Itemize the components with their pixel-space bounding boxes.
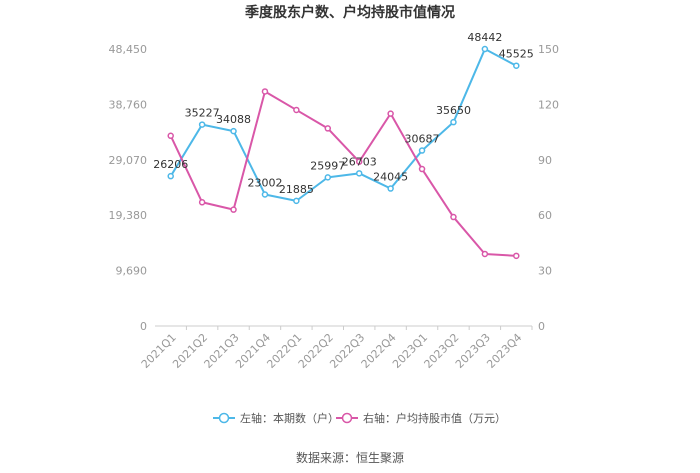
legend-item-0[interactable]: 左轴：本期数（户） [213, 411, 339, 425]
series-1-point [450, 213, 457, 221]
series-1-point [198, 199, 206, 206]
right-y-tick-label: 150 [538, 43, 559, 56]
left-y-tick-label: 0 [140, 320, 147, 333]
series-1-point [293, 106, 300, 114]
right-y-tick-label: 30 [538, 265, 552, 278]
series-line-1 [169, 90, 517, 257]
series-1-point [230, 206, 237, 213]
data-label: 25997 [310, 159, 345, 172]
data-label: 34088 [216, 113, 251, 126]
series-1-point [513, 252, 520, 260]
axes: 0 9,690 19,380 29,070 38,760 48,450 0 30 60 90 120… [109, 43, 560, 371]
series-0-point [481, 45, 489, 53]
left-y-tick-label: 19,380 [109, 209, 148, 222]
series-0-point [355, 170, 363, 177]
data-label: 35227 [185, 107, 220, 120]
series-1-point [418, 165, 426, 173]
series-0-point [261, 191, 269, 198]
series-0-point [293, 197, 300, 205]
left-y-tick-label: 29,070 [109, 154, 148, 167]
right-y-tick-label: 120 [538, 98, 559, 111]
series-0-point [513, 62, 520, 69]
legend-item-1[interactable]: 右轴：户均持股市值（万元） [336, 411, 506, 425]
right-y-tick-label: 90 [538, 154, 552, 167]
data-label: 26206 [153, 158, 188, 171]
data-label: 48442 [467, 31, 502, 44]
series-0-point [324, 174, 332, 181]
legend-label: 左轴：本期数（户） [240, 411, 339, 425]
legend-marker-icon [341, 412, 353, 424]
data-label: 21885 [279, 183, 314, 196]
series-0-point [198, 121, 206, 128]
series-1-point [324, 125, 332, 132]
data-label: 23002 [247, 176, 282, 189]
data-source: 数据来源：恒生聚源 [296, 450, 404, 465]
chart-title: 季度股东户数、户均持股市值情况 [244, 4, 455, 21]
data-label: 45525 [499, 48, 534, 61]
series-1-point [481, 250, 489, 258]
right-y-tick-label: 0 [538, 320, 545, 333]
series-0-point [418, 147, 426, 154]
data-label: 24045 [373, 171, 408, 184]
legend[interactable]: 左轴：本期数（户） 右轴：户均持股市值（万元） [213, 411, 506, 425]
series-0-point [387, 185, 394, 192]
left-y-tick-label: 9,690 [116, 265, 148, 278]
right-y-tick-label: 60 [538, 209, 552, 222]
legend-marker-icon [218, 412, 230, 424]
series-1-point [387, 110, 394, 117]
series-1-point [261, 88, 269, 95]
series-1-point [355, 158, 363, 165]
series-0-point [167, 172, 174, 180]
left-y-tick-label: 48,450 [109, 43, 148, 56]
left-y-tick-label: 38,760 [109, 98, 148, 111]
series-0-point [230, 127, 237, 135]
data-label: 35650 [436, 104, 471, 117]
series-lines [167, 45, 520, 260]
data-label: 26703 [342, 155, 377, 168]
series-1-point [167, 132, 174, 140]
x-tick-label: 2023Q4 [484, 331, 524, 371]
legend-label: 右轴：户均持股市值（万元） [363, 411, 506, 425]
series-line-0 [169, 48, 517, 202]
series-0-point [450, 118, 457, 126]
data-label: 30687 [405, 133, 440, 146]
